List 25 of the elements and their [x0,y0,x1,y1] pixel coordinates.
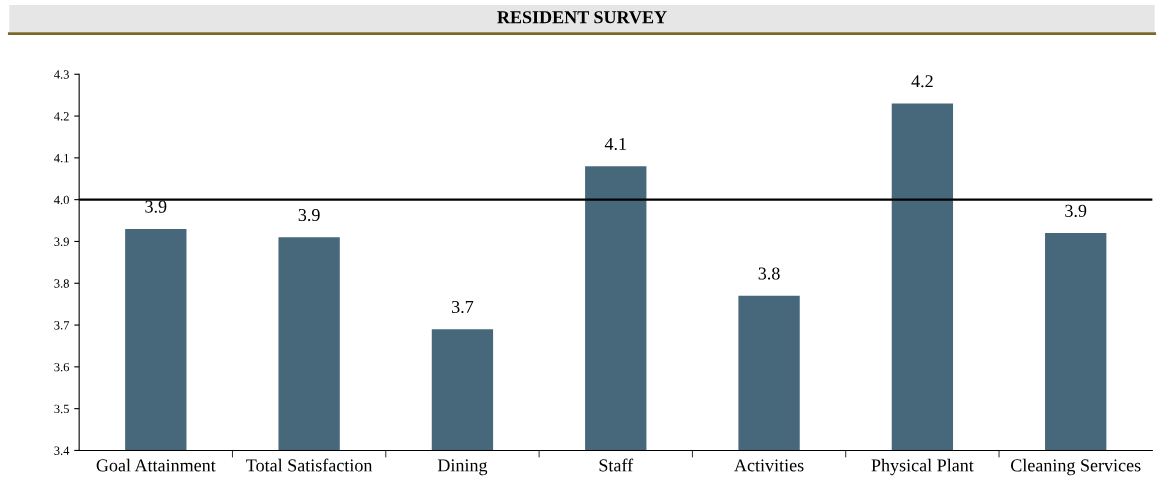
y-tick-label: 4.1 [54,153,69,163]
y-tick-label: 3.7 [54,321,70,330]
data-label: 3.9 [145,200,167,213]
y-tick-label: 3.6 [54,362,70,372]
y-tick-label: 4.2 [54,112,69,121]
data-label: 3.9 [1065,204,1087,217]
x-tick-label: Dining [437,459,488,476]
y-tick-label: 3.8 [54,279,69,288]
y-tick-label: 3.5 [54,404,69,414]
data-label: 3.8 [758,267,780,280]
y-tick-label: 4.3 [54,70,69,79]
y-tick-label: 3.9 [54,237,69,246]
data-label: 4.1 [604,137,626,151]
x-tick-label: Physical Plant [871,458,974,476]
data-label: 4.2 [911,75,933,88]
y-tick-label: 4.0 [54,195,69,205]
x-tick-label: Goal Attainment [96,458,216,472]
x-tick-label: Activities [734,459,804,472]
chart-title: RESIDENT SURVEY [497,11,667,24]
y-tick-label: 3.4 [54,446,70,455]
x-tick-label: Staff [599,458,634,472]
data-label: 3.9 [298,208,320,222]
data-label: 3.7 [452,300,474,314]
x-tick-label: Total Satisfaction [246,458,373,472]
x-tick-label: Cleaning Services [1011,458,1141,476]
